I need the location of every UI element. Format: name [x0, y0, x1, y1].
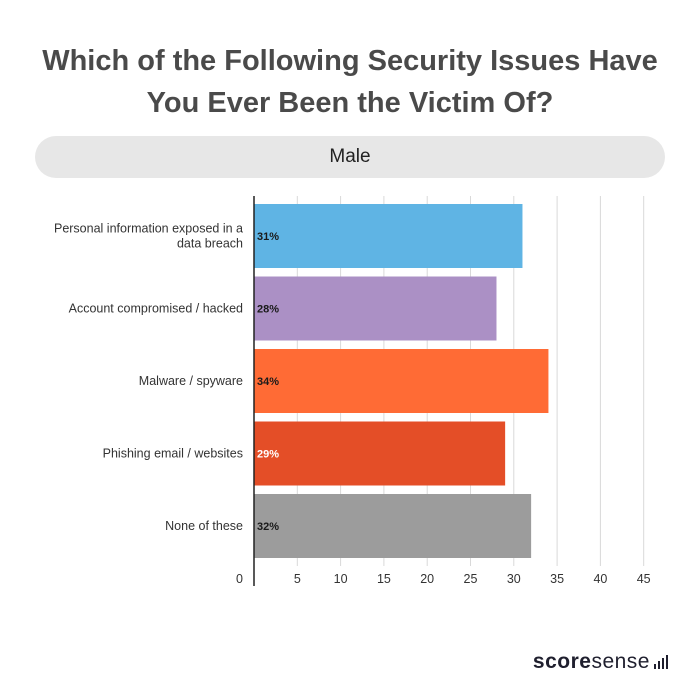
bar-value-label: 31%	[257, 231, 279, 243]
bar	[254, 349, 549, 413]
category-label: data breach	[177, 237, 243, 251]
bar	[254, 204, 523, 268]
category-label: Account compromised / hacked	[69, 302, 243, 316]
x-tick-label: 10	[334, 572, 348, 586]
x-tick-label: 35	[550, 572, 564, 586]
bar	[254, 276, 497, 341]
bar-value-label: 34%	[257, 376, 279, 388]
x-tick-label: 15	[377, 572, 391, 586]
x-tick-label: 40	[593, 572, 607, 586]
x-tick-label: 30	[507, 572, 521, 586]
bar-value-label: 29%	[257, 449, 279, 461]
brand-logo-light: sense	[591, 650, 650, 673]
x-tick-label: 20	[420, 572, 434, 586]
x-tick-label: 45	[637, 572, 651, 586]
segment-filter-pill: Male	[35, 136, 665, 178]
segment-filter-label: Male	[329, 146, 371, 167]
chart-title-line-2: You Ever Been the Victim Of?	[146, 87, 554, 119]
brand-logo-bold: score	[532, 650, 592, 673]
chart-title-line-1: Which of the Following Security Issues H…	[42, 45, 658, 77]
x-tick-label: 25	[464, 572, 478, 586]
category-label: Personal information exposed in a	[54, 222, 243, 236]
signal-bars-icon	[654, 655, 668, 669]
bar	[254, 421, 506, 486]
chart-title: Which of the Following Security Issues H…	[0, 40, 700, 124]
x-tick-label: 5	[294, 572, 301, 586]
category-label: None of these	[165, 519, 243, 533]
bar-value-label: 32%	[257, 521, 279, 533]
brand-logo: score sense	[533, 650, 668, 674]
x-tick-label: 0	[236, 572, 243, 586]
category-label: Malware / spyware	[139, 374, 243, 388]
bar-value-label: 28%	[257, 304, 279, 316]
bar	[254, 494, 532, 558]
category-label: Phishing email / websites	[103, 447, 243, 461]
